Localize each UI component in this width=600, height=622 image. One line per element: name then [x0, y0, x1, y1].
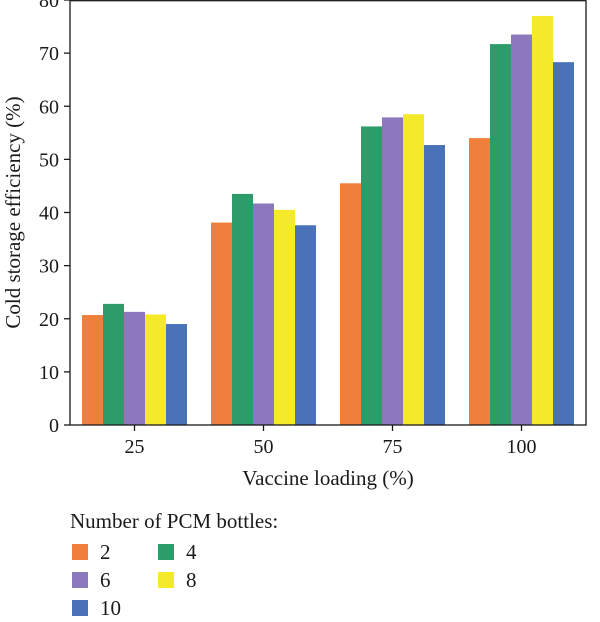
bar-10-75 [424, 145, 445, 425]
legend-item-8: 8 [156, 566, 242, 594]
y-axis-label: Cold storage efficiency (%) [1, 96, 25, 328]
bar-6-100 [511, 34, 532, 425]
legend-items: 2 4 6 8 10 [70, 538, 470, 622]
legend-item-4: 4 [156, 538, 242, 566]
legend: Number of PCM bottles: 2 4 6 8 10 [70, 508, 470, 622]
legend-swatch [72, 544, 88, 560]
legend-swatch [158, 572, 174, 588]
bar-6-50 [253, 203, 274, 425]
bar-8-50 [274, 209, 295, 425]
bar-2-100 [469, 138, 490, 425]
legend-label: 2 [100, 540, 111, 564]
x-tick-label: 100 [507, 436, 537, 458]
y-tick-label: 70 [39, 43, 59, 65]
y-tick-label: 30 [39, 256, 59, 278]
bar-6-75 [382, 117, 403, 425]
legend-swatch [72, 600, 88, 616]
y-tick-label: 0 [49, 415, 59, 437]
bar-8-25 [145, 314, 166, 425]
legend-label: 4 [186, 540, 197, 564]
bar-6-25 [124, 311, 145, 425]
bar-4-100 [490, 44, 511, 425]
legend-label: 6 [100, 568, 111, 592]
legend-swatch [72, 572, 88, 588]
x-tick-label: 50 [254, 436, 274, 458]
x-axis: 25 50 75 100 [125, 425, 537, 458]
y-tick-label: 40 [39, 203, 59, 225]
x-tick-label: 25 [125, 436, 145, 458]
bar-4-75 [361, 126, 382, 425]
bar-10-50 [295, 225, 316, 425]
legend-swatch [158, 544, 174, 560]
legend-item-10: 10 [70, 594, 156, 622]
plot-frame [69, 0, 587, 426]
bar-8-100 [532, 15, 553, 425]
y-tick-label: 80 [39, 0, 59, 12]
bar-4-25 [103, 303, 124, 425]
bars-group [82, 15, 574, 425]
y-tick-label: 10 [39, 362, 59, 384]
bar-2-75 [340, 183, 361, 425]
bar-10-25 [166, 324, 187, 425]
bar-chart: 0 10 20 30 40 50 60 70 80 25 50 75 100 Cold storage… [1, 0, 587, 490]
legend-title: Number of PCM bottles: [70, 509, 279, 533]
bar-2-25 [82, 315, 103, 425]
legend-item-2: 2 [70, 538, 156, 566]
legend-label: 8 [186, 568, 197, 592]
bar-4-50 [232, 193, 253, 425]
y-tick-label: 20 [39, 309, 59, 331]
x-tick-label: 75 [383, 436, 403, 458]
legend-item-6: 6 [70, 566, 156, 594]
y-tick-label: 50 [39, 149, 59, 171]
bar-2-50 [211, 222, 232, 425]
bar-10-100 [553, 62, 574, 425]
bar-8-75 [403, 114, 424, 425]
legend-label: 10 [100, 596, 121, 620]
y-tick-label: 60 [39, 96, 59, 118]
x-axis-label: Vaccine loading (%) [242, 466, 413, 490]
y-axis: 0 10 20 30 40 50 60 70 80 [39, 0, 70, 437]
